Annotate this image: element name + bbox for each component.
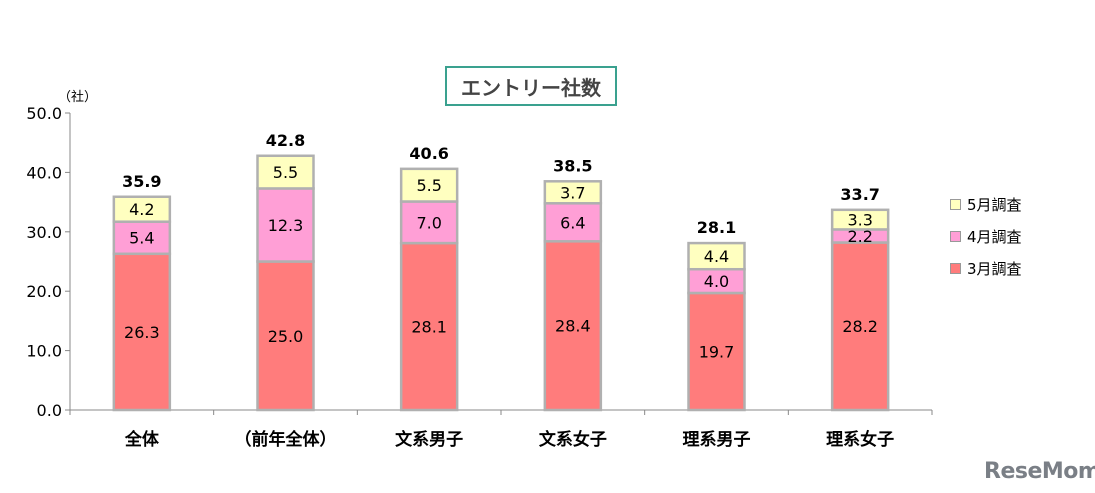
y-tick-label: 40.0: [26, 163, 62, 182]
x-category-label: 全体: [124, 429, 160, 450]
y-tick-label: 0.0: [37, 401, 62, 420]
segment-value-label: 3.3: [847, 211, 872, 230]
x-category-label: 文系男子: [395, 429, 463, 450]
bar-segment: [687, 241, 746, 271]
bar-segment: [687, 291, 746, 412]
total-value-label: 33.7: [840, 185, 879, 204]
chart-title: エントリー社数: [445, 66, 617, 106]
total-value-label: 42.8: [266, 131, 305, 150]
bar-segment: [830, 208, 890, 231]
x-category-label: （前年全体）: [235, 429, 337, 450]
resemom-logo: ReseMom: [984, 459, 1095, 484]
bar-segment: [112, 195, 172, 223]
legend-swatch: [950, 230, 961, 242]
y-tick-label: 30.0: [26, 223, 62, 242]
bar-segment: [399, 241, 459, 412]
x-category-label: 理系男子: [683, 430, 751, 450]
bar-segment: [399, 167, 459, 203]
legend-label: 5月調査: [967, 195, 1022, 214]
legend-label: 3月調査: [967, 259, 1022, 278]
segment-value-label: 28.2: [842, 317, 878, 336]
segment-value-label: 2.2: [847, 227, 872, 246]
segment-value-label: 7.0: [416, 213, 441, 232]
bar-segment: [256, 260, 315, 412]
y-tick-label: 20.0: [26, 282, 62, 301]
y-tick-label: 50.0: [26, 104, 62, 123]
bar-segment: [830, 241, 890, 412]
bar-segment: [543, 202, 603, 243]
segment-value-label: 4.4: [704, 247, 729, 266]
legend-item: 4月調査: [950, 220, 1022, 252]
segment-value-label: 19.7: [699, 342, 735, 361]
segment-value-label: 26.3: [124, 323, 160, 342]
bar-segment: [543, 240, 603, 412]
y-tick-label: 10.0: [26, 342, 62, 361]
segment-value-label: 5.5: [416, 176, 441, 195]
segment-value-label: 4.0: [704, 272, 729, 291]
y-unit-label: （社）: [58, 89, 97, 105]
total-value-label: 28.1: [697, 218, 736, 237]
segment-value-label: 28.4: [555, 317, 591, 336]
x-category-label: 理系女子: [826, 429, 894, 450]
segment-value-label: 3.7: [560, 183, 585, 202]
bar-segment: [256, 187, 315, 263]
segment-value-label: 25.0: [268, 327, 304, 346]
segment-value-label: 6.4: [560, 213, 585, 232]
segment-value-label: 12.3: [268, 216, 304, 235]
legend-item: 3月調査: [950, 252, 1022, 284]
bar-segment: [399, 200, 459, 245]
legend-item: 5月調査: [950, 188, 1022, 220]
x-category-label: 文系女子: [539, 429, 607, 450]
legend-label: 4月調査: [967, 227, 1022, 246]
legend-swatch: [950, 262, 961, 274]
bar-segment: [256, 154, 315, 190]
segment-value-label: 5.5: [273, 163, 298, 182]
bar-segment: [543, 180, 603, 205]
total-value-label: 38.5: [553, 156, 592, 175]
segment-value-label: 4.2: [129, 200, 154, 219]
legend-swatch: [950, 198, 961, 210]
total-value-label: 35.9: [122, 172, 161, 191]
total-value-label: 40.6: [409, 144, 448, 163]
segment-value-label: 5.4: [129, 229, 154, 248]
segment-value-label: 28.1: [411, 318, 447, 337]
legend: 5月調査 4月調査 3月調査: [950, 188, 1022, 284]
